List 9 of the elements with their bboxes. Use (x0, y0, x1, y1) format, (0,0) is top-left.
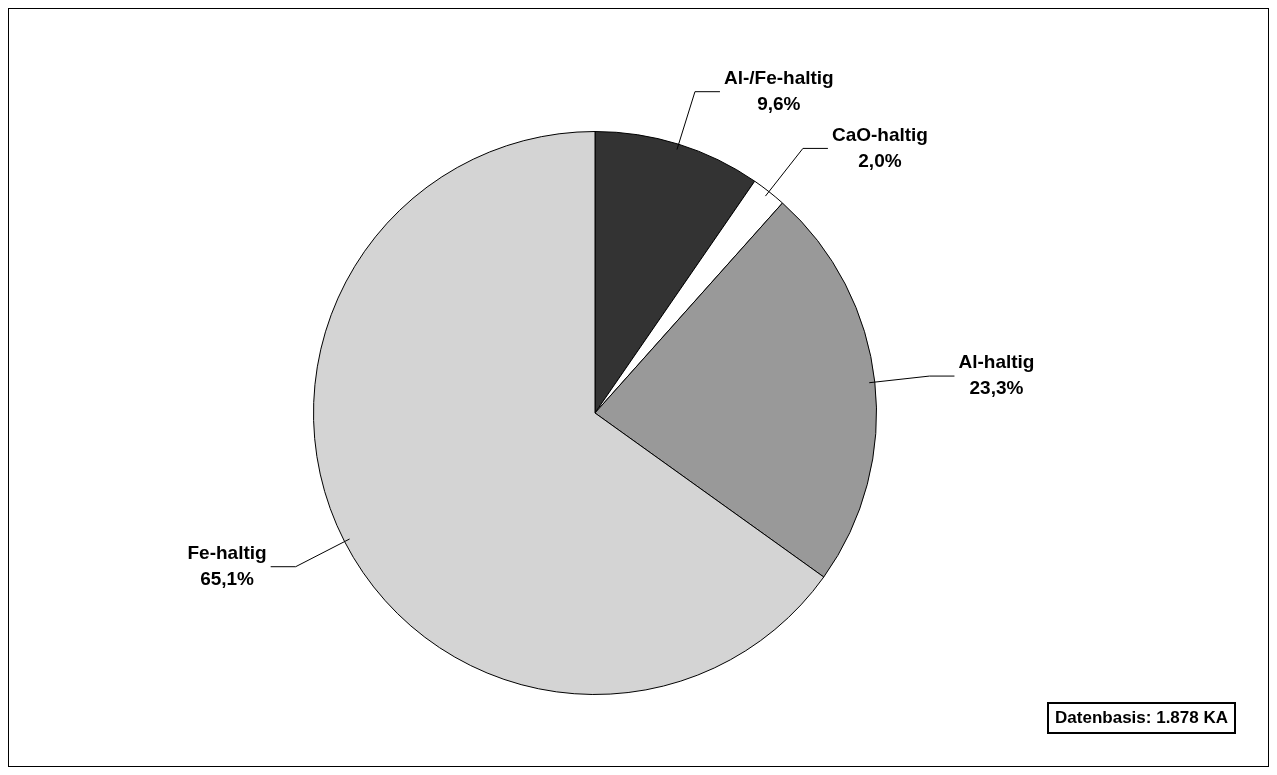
data-label: 65,1% (200, 567, 255, 589)
slice-label: Al-/Fe-haltig (723, 66, 834, 88)
data-label: 23,3% (969, 377, 1024, 399)
slice-label: Fe-haltig (187, 541, 267, 563)
slice-label: Al-haltig (958, 351, 1035, 373)
data-label: 2,0% (858, 149, 902, 171)
data-label: 9,6% (757, 92, 801, 114)
slice-label: CaO-haltig (831, 123, 928, 145)
text: Datenbasis: 1.878 KA (1047, 702, 1236, 734)
